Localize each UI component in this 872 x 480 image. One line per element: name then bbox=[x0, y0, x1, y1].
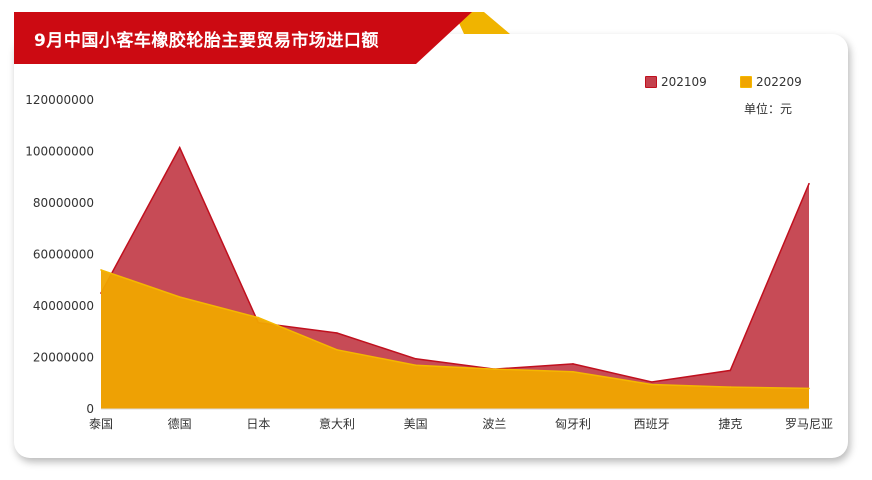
data-point-202209-9 bbox=[808, 387, 810, 390]
x-tick-label: 西班牙 bbox=[634, 417, 670, 431]
y-tick-label: 60000000 bbox=[33, 248, 94, 262]
data-point-202209-4 bbox=[414, 364, 417, 367]
data-point-202209-7 bbox=[650, 383, 653, 386]
y-tick-label: 40000000 bbox=[33, 299, 94, 313]
data-point-202209-6 bbox=[572, 370, 574, 373]
data-point-202209-1 bbox=[178, 296, 181, 298]
x-tick-label: 罗马尼亚 bbox=[785, 417, 833, 431]
series-area-202209 bbox=[101, 269, 809, 409]
data-point-202109-7 bbox=[650, 381, 653, 383]
legend-swatch-202209 bbox=[740, 76, 752, 88]
data-point-202109-8 bbox=[729, 369, 732, 372]
y-tick-label: 20000000 bbox=[33, 351, 94, 365]
data-point-202109-9 bbox=[808, 182, 810, 185]
x-tick-label: 日本 bbox=[246, 417, 270, 431]
unit-label: 单位：元 bbox=[744, 102, 793, 116]
x-tick-label: 泰国 bbox=[89, 417, 113, 431]
y-tick-label: 80000000 bbox=[33, 196, 94, 210]
legend-label-202109: 202109 bbox=[661, 75, 707, 89]
data-point-202109-6 bbox=[572, 363, 574, 365]
data-point-202209-0 bbox=[100, 269, 102, 271]
title-banner-accent bbox=[454, 12, 510, 34]
x-tick-label: 捷克 bbox=[718, 417, 742, 431]
data-point-202209-2 bbox=[257, 316, 260, 319]
x-tick-label: 德国 bbox=[168, 416, 192, 431]
data-point-202109-1 bbox=[178, 146, 181, 149]
x-tick-label: 意大利 bbox=[319, 416, 355, 431]
series-line-202109 bbox=[100, 145, 810, 383]
title-banner-red bbox=[14, 12, 472, 64]
x-tick-label: 美国 bbox=[404, 417, 428, 431]
y-tick-label: 120000000 bbox=[25, 93, 94, 107]
data-point-202209-5 bbox=[493, 368, 496, 370]
legend-item-202109: 202109 bbox=[645, 75, 707, 89]
chart-title: 9月中国小客车橡胶轮胎主要贸易市场进口额 bbox=[34, 31, 379, 51]
data-point-202109-4 bbox=[414, 358, 417, 360]
title-banner-shape bbox=[14, 12, 510, 64]
legend-item-202209: 202209 bbox=[740, 75, 802, 89]
legend-swatch-202109 bbox=[645, 76, 657, 88]
legend-label-202209: 202209 bbox=[756, 75, 802, 89]
data-point-202109-3 bbox=[336, 332, 338, 334]
x-tick-label: 波兰 bbox=[482, 417, 506, 431]
series-line-202209 bbox=[100, 269, 810, 390]
y-tick-label: 100000000 bbox=[25, 145, 94, 159]
x-tick-label: 匈牙利 bbox=[555, 417, 591, 431]
data-point-202209-8 bbox=[729, 386, 732, 388]
title-banner: 9月中国小客车橡胶轮胎主要贸易市场进口额 bbox=[14, 12, 514, 66]
data-point-202209-3 bbox=[336, 349, 338, 351]
y-tick-label: 0 bbox=[86, 402, 94, 416]
